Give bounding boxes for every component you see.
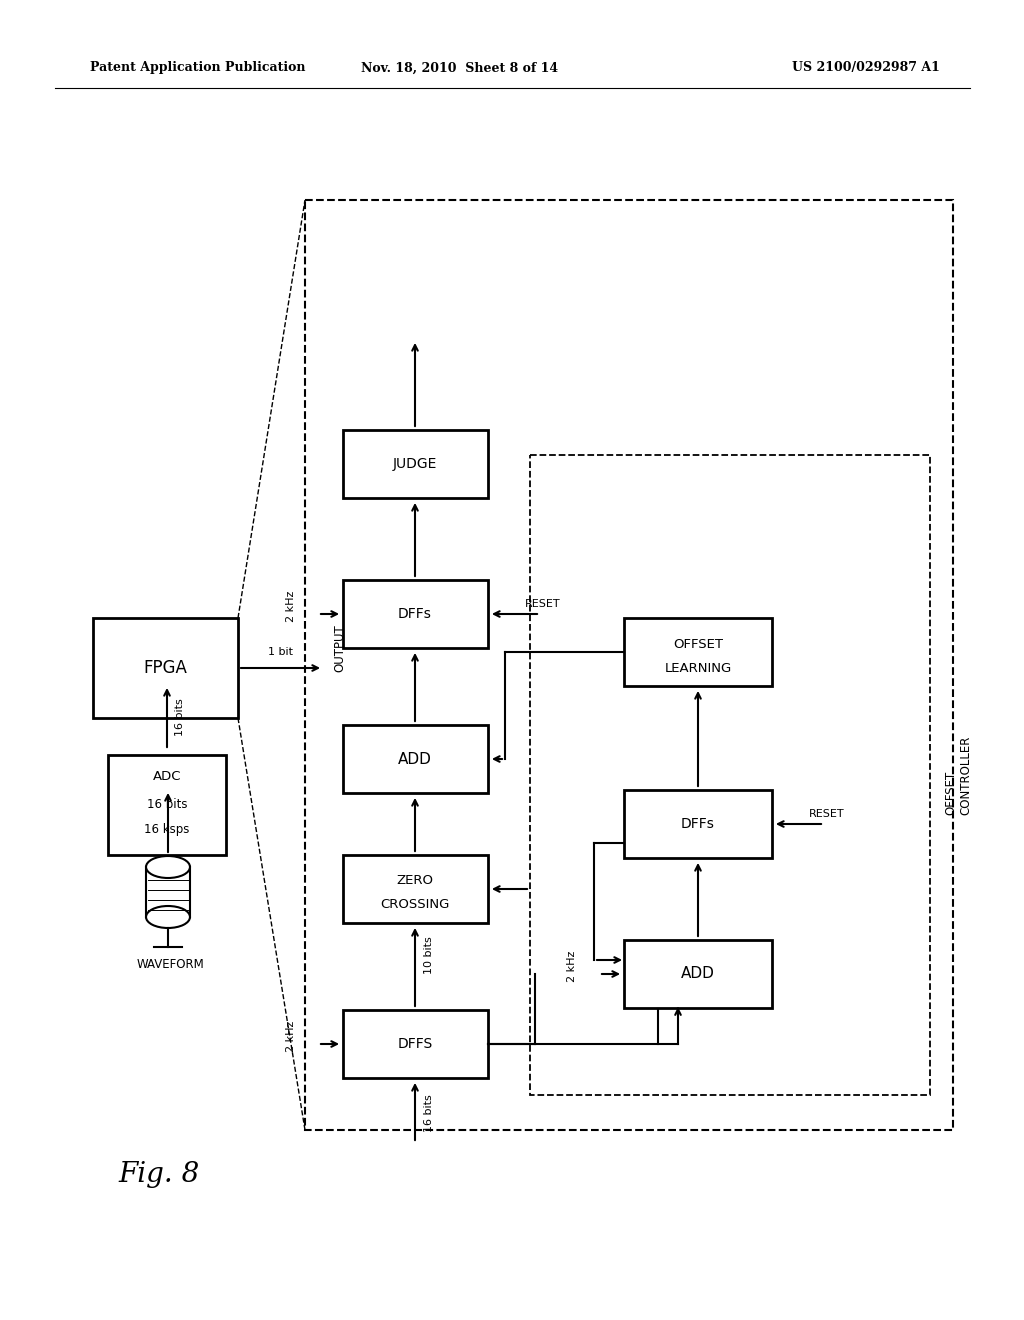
Text: 2 kHz: 2 kHz <box>286 1020 296 1052</box>
Bar <box>624 618 772 686</box>
Text: FPGA: FPGA <box>143 659 187 677</box>
Text: OFFSET
CONTROLLER: OFFSET CONTROLLER <box>944 735 972 814</box>
Bar <box>305 201 953 1130</box>
Text: LEARNING: LEARNING <box>665 661 731 675</box>
Text: Nov. 18, 2010  Sheet 8 of 14: Nov. 18, 2010 Sheet 8 of 14 <box>361 62 558 74</box>
Text: DFFs: DFFs <box>681 817 715 832</box>
Text: 16 bits: 16 bits <box>146 799 187 812</box>
Ellipse shape <box>146 855 190 878</box>
Text: ADD: ADD <box>398 751 432 767</box>
Text: DFFS: DFFS <box>397 1038 432 1051</box>
Text: 16 ksps: 16 ksps <box>144 822 189 836</box>
Text: ADD: ADD <box>681 966 715 982</box>
Text: OFFSET: OFFSET <box>673 638 723 651</box>
Ellipse shape <box>146 906 190 928</box>
Text: RESET: RESET <box>809 809 845 818</box>
Text: ZERO: ZERO <box>396 874 433 887</box>
Text: 2 kHz: 2 kHz <box>567 950 577 982</box>
Bar <box>343 430 488 498</box>
Bar <box>108 755 226 855</box>
Bar <box>343 725 488 793</box>
Text: JUDGE: JUDGE <box>393 457 437 471</box>
Text: Patent Application Publication: Patent Application Publication <box>90 62 305 74</box>
Text: RESET: RESET <box>525 599 561 609</box>
Text: WAVEFORM: WAVEFORM <box>136 958 204 972</box>
Text: 1 bit: 1 bit <box>268 647 294 657</box>
Bar <box>343 579 488 648</box>
Bar <box>343 1010 488 1078</box>
Text: 2 kHz: 2 kHz <box>286 590 296 622</box>
Bar <box>343 855 488 923</box>
Text: CROSSING: CROSSING <box>380 899 450 912</box>
Text: 16 bits: 16 bits <box>175 698 185 735</box>
Text: US 2100/0292987 A1: US 2100/0292987 A1 <box>793 62 940 74</box>
Text: DFFs: DFFs <box>398 607 432 620</box>
Text: ADC: ADC <box>153 771 181 784</box>
Bar <box>93 618 238 718</box>
Text: 16 bits: 16 bits <box>424 1094 434 1131</box>
Bar <box>624 789 772 858</box>
Text: OUTPUT: OUTPUT <box>334 624 346 672</box>
Text: Fig. 8: Fig. 8 <box>118 1162 200 1188</box>
Text: 10 bits: 10 bits <box>424 936 434 974</box>
Bar <box>624 940 772 1008</box>
Bar <box>530 455 930 1096</box>
